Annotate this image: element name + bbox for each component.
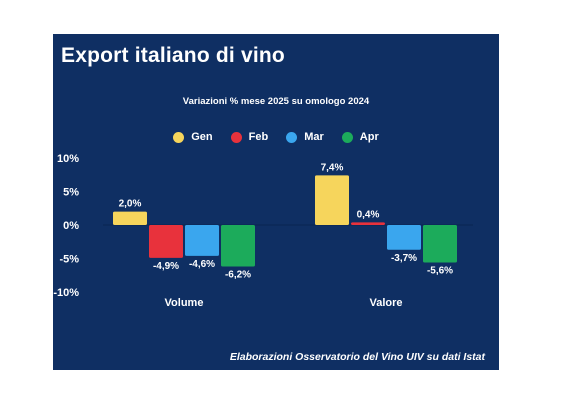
legend-label-feb: Feb xyxy=(248,131,269,143)
legend-label-mar: Mar xyxy=(304,131,324,143)
plot-area: 10% 5% 0% -5% -10% 2,0% -4,9% -4,6% -6,2% Volume 7… xyxy=(53,153,473,309)
bar-valore-apr xyxy=(423,225,457,263)
chart-card: Export italiano di vino Variazioni % mes… xyxy=(53,34,499,370)
y-tick-label: 10% xyxy=(57,153,79,165)
data-label-volume-mar: -4,6% xyxy=(189,259,215,270)
x-category-label: Valore xyxy=(369,297,402,309)
chart-subtitle: Variazioni % mese 2025 su omologo 2024 xyxy=(182,96,370,107)
data-label-volume-gen: 2,0% xyxy=(119,199,142,210)
y-tick-label: 0% xyxy=(63,220,79,232)
legend-swatch-feb xyxy=(230,131,242,143)
data-label-volume-feb: -4,9% xyxy=(153,261,179,272)
x-category-label: Volume xyxy=(165,297,204,309)
source-note: Elaborazioni Osservatorio del Vino UIV s… xyxy=(229,351,485,363)
bar-volume-feb xyxy=(149,225,183,258)
legend-swatch-gen xyxy=(173,131,185,143)
y-tick-label: -10% xyxy=(53,287,79,299)
bar-volume-mar xyxy=(185,225,219,256)
legend-item-feb: Feb xyxy=(230,131,269,143)
legend-item-mar: Mar xyxy=(286,131,324,143)
bar-valore-gen xyxy=(315,175,349,225)
legend-item-gen: Gen xyxy=(173,131,213,143)
legend-item-apr: Apr xyxy=(341,131,379,143)
data-label-valore-gen: 7,4% xyxy=(321,162,344,173)
bar-volume-apr xyxy=(221,225,255,267)
data-label-volume-apr: -6,2% xyxy=(225,270,251,281)
chart-title: Export italiano di vino xyxy=(61,44,285,67)
bar-valore-mar xyxy=(387,225,421,250)
legend-swatch-apr xyxy=(341,131,353,143)
data-label-valore-mar: -3,7% xyxy=(391,253,417,264)
y-tick-label: 5% xyxy=(63,187,79,199)
legend-swatch-mar xyxy=(286,131,298,143)
legend: Gen Feb Mar Apr xyxy=(53,131,499,143)
y-tick-label: -5% xyxy=(59,254,79,266)
data-label-valore-apr: -5,6% xyxy=(427,266,453,277)
legend-label-gen: Gen xyxy=(191,131,213,143)
bar-volume-gen xyxy=(113,211,147,225)
bar-valore-feb xyxy=(351,222,385,225)
legend-label-apr: Apr xyxy=(359,131,379,143)
data-label-valore-feb: 0,4% xyxy=(357,209,380,220)
